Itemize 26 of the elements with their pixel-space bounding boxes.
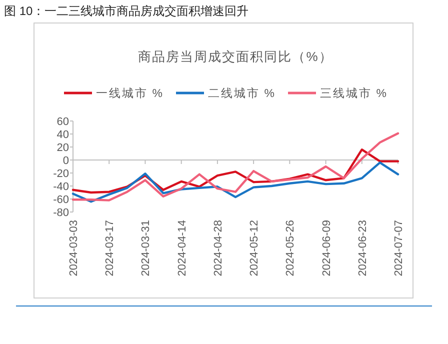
y-tick-label: 0: [62, 155, 69, 167]
x-tick-label: 2024-06-23: [356, 220, 369, 276]
chart-title: 图 10：一二三线城市商品房成交面积增速回升: [4, 4, 249, 18]
x-tick-label: 2024-05-12: [248, 220, 261, 276]
legend-label: 一线城市 %: [96, 86, 164, 100]
x-tick-label: 2024-04-28: [212, 220, 224, 276]
legend-label: 三线城市 %: [320, 86, 388, 100]
line-series: [72, 132, 400, 202]
y-tick-label: -20: [53, 168, 69, 180]
y-tick-label: 40: [56, 129, 69, 141]
x-tick-label: 2024-06-09: [320, 220, 333, 276]
line-series: [72, 162, 400, 203]
x-tick-label: 2024-07-07: [393, 220, 405, 276]
y-tick-label: -80: [53, 207, 69, 219]
y-tick-label: -40: [53, 181, 69, 193]
x-tick-label: 2024-04-14: [176, 220, 188, 276]
y-tick-label: -60: [53, 194, 69, 206]
chart-subtitle: 商品房当周成交面积同比（%）: [138, 49, 333, 64]
legend-label: 二线城市 %: [208, 86, 276, 100]
x-tick-label: 2024-03-31: [140, 220, 152, 276]
x-tick-label: 2024-03-17: [104, 220, 116, 276]
x-tick-label: 2024-03-03: [68, 220, 80, 276]
y-tick-label: 20: [56, 142, 69, 154]
line-series: [72, 148, 400, 194]
y-tick-label: 60: [56, 116, 69, 128]
x-tick-label: 2024-05-26: [284, 220, 297, 276]
